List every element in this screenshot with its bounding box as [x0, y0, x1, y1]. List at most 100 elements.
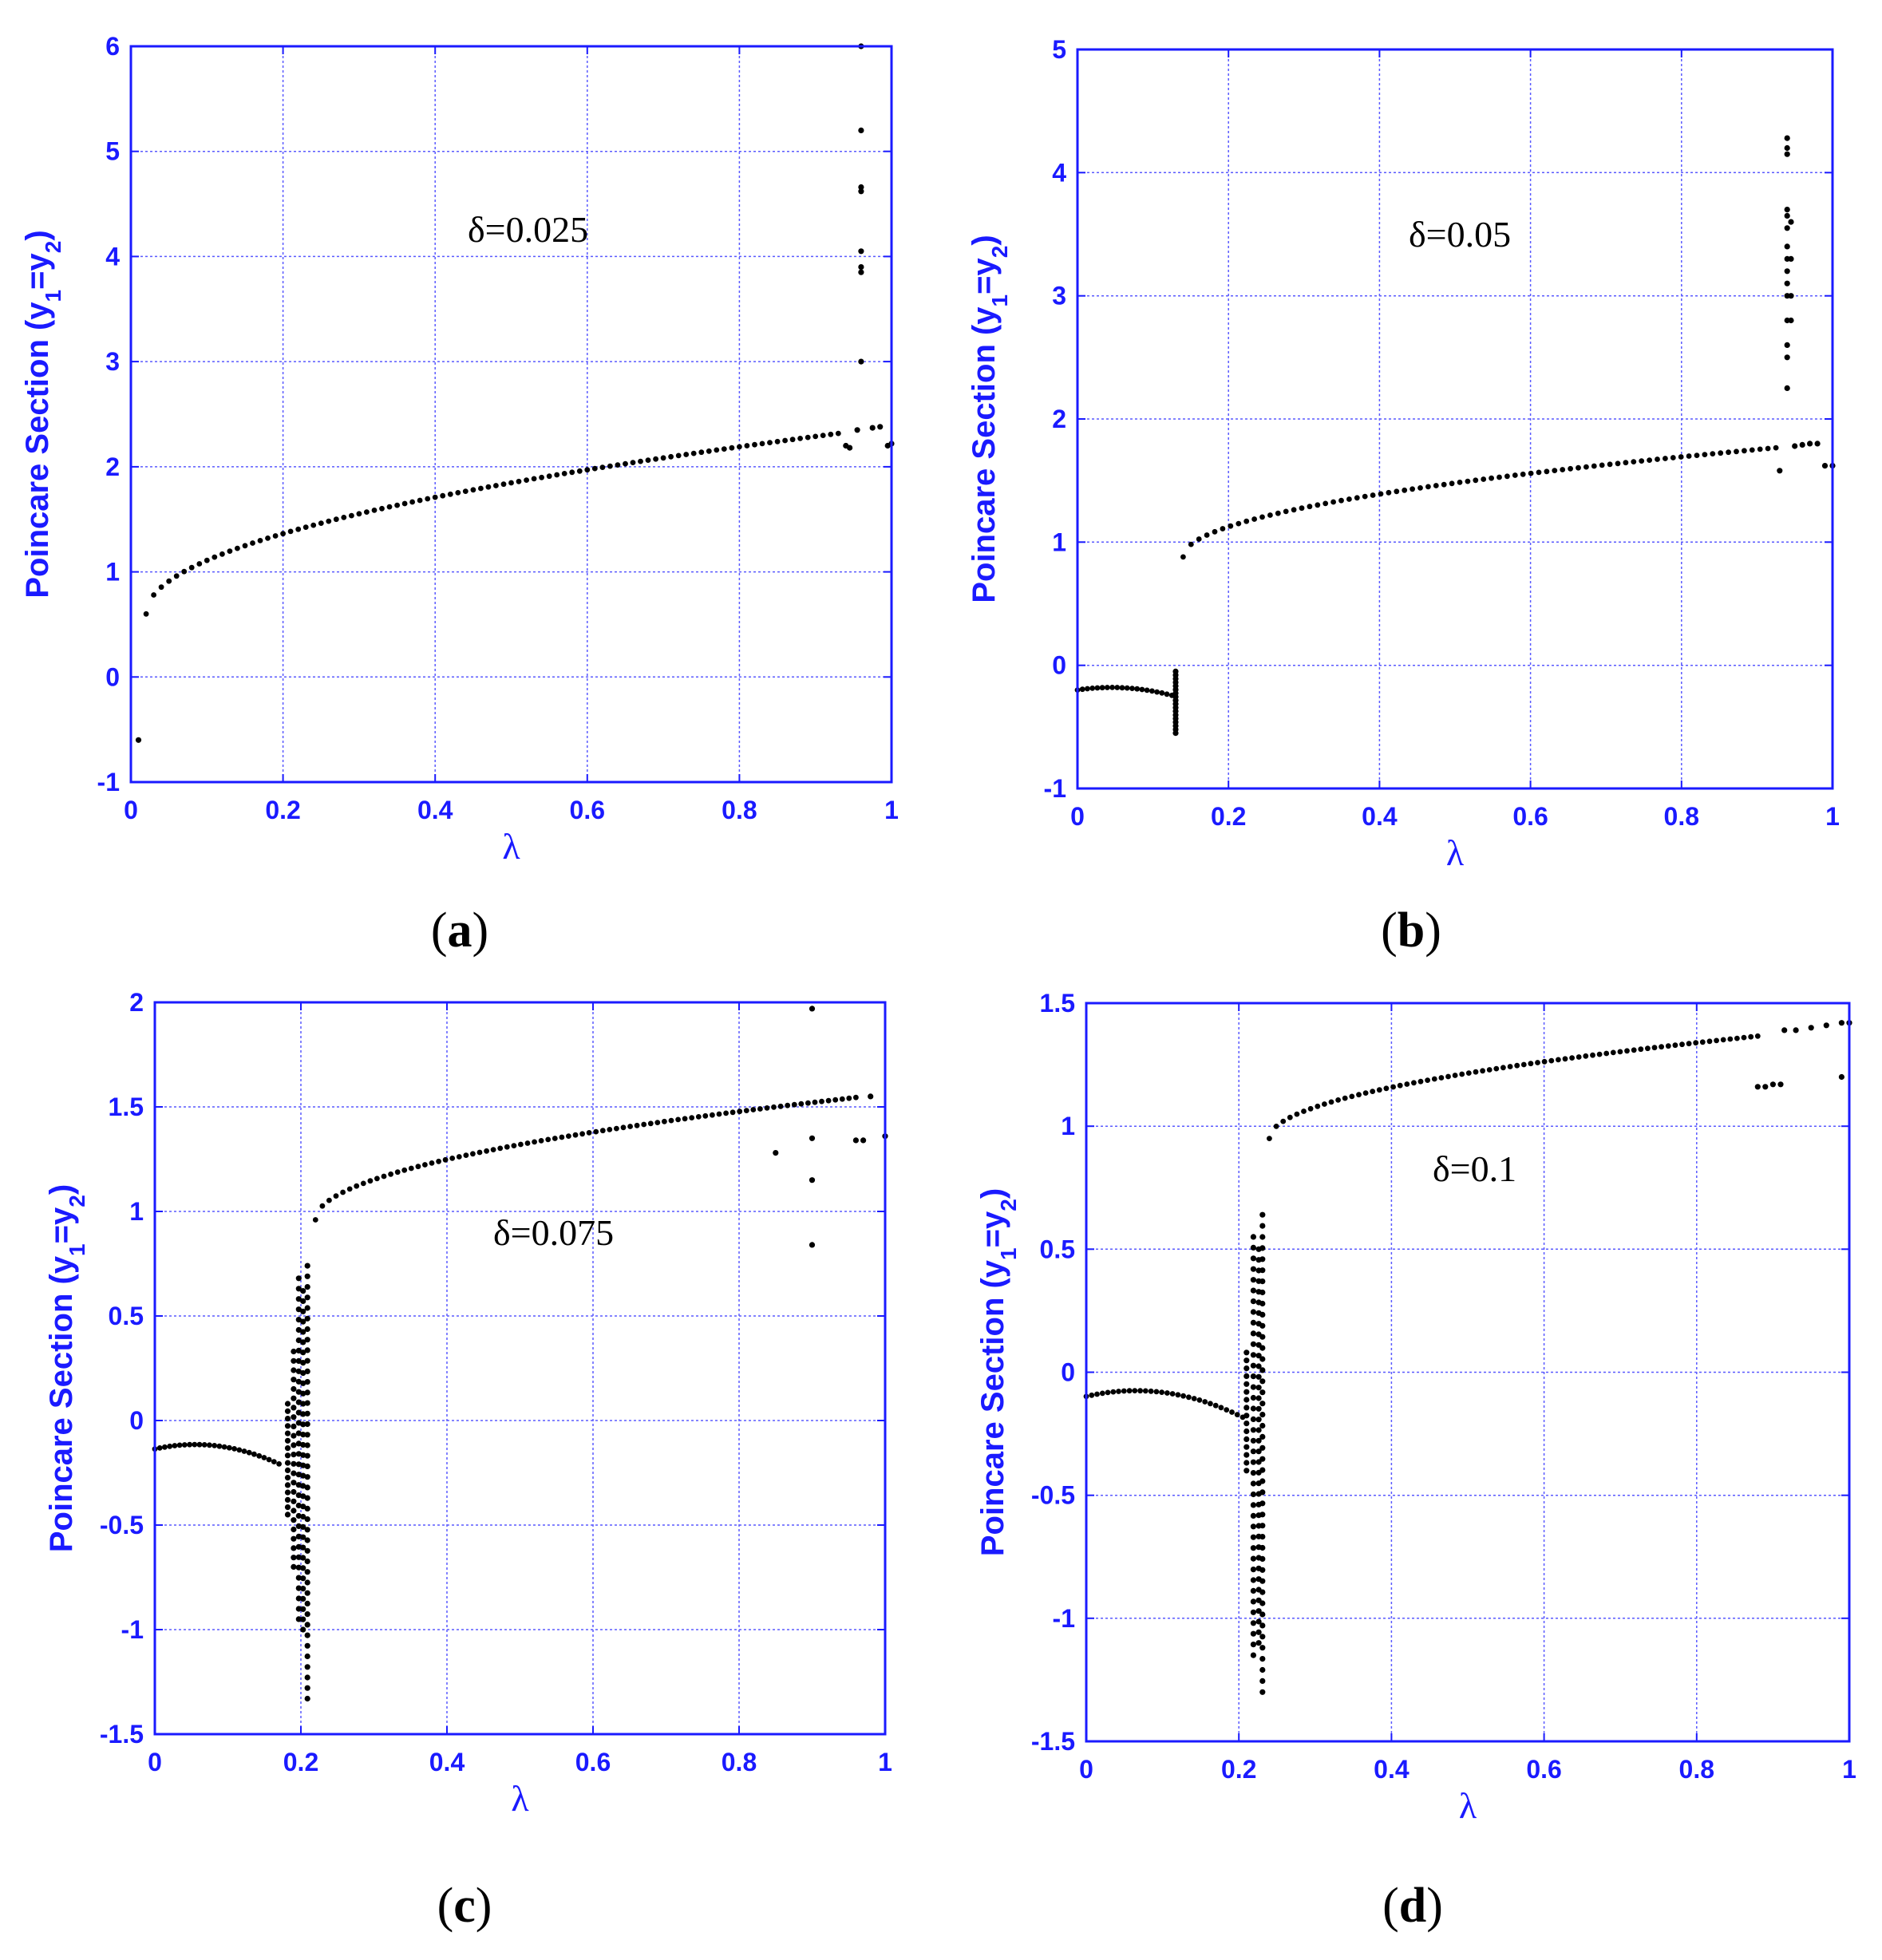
- panel-a-axes-frame: [129, 45, 893, 784]
- panel-d-chaotic-point: [1259, 1334, 1266, 1340]
- panel-c-data-point: [809, 1177, 816, 1184]
- panel-c-chaotic-point: [291, 1555, 297, 1561]
- panel-c-branch-point: [241, 1448, 247, 1454]
- panel-c-data-point: [809, 1242, 816, 1248]
- panel-a-branch-point: [744, 443, 750, 449]
- panel-c-branch-point: [805, 1100, 811, 1106]
- panel-c-chaotic-point: [295, 1461, 302, 1468]
- panel-d-branch-point: [1706, 1038, 1713, 1045]
- panel-d-chaotic-point: [1259, 1578, 1266, 1584]
- panel-a-branch-point: [462, 488, 469, 494]
- panel-a-branch-point: [820, 433, 826, 438]
- panel-c-chaotic-point: [284, 1460, 291, 1466]
- panel-a-branch-point: [554, 472, 560, 478]
- panel-d-branch-point: [1541, 1058, 1548, 1065]
- panel-c-chaotic-point: [295, 1472, 302, 1478]
- panel-c-branch-point: [566, 1133, 571, 1139]
- panel-b-ytick-label: 5: [1052, 35, 1066, 64]
- panel-d-branch-point: [1686, 1041, 1692, 1047]
- panel-c-branch-point: [689, 1115, 695, 1120]
- panel-a-branch-point: [188, 564, 195, 571]
- panel-d-chaotic-point: [1259, 1489, 1266, 1496]
- panel-d-chaotic-point: [1255, 1427, 1262, 1433]
- panel-c-chaotic-point: [300, 1421, 306, 1428]
- panel-c-branch-point: [518, 1141, 524, 1148]
- panel-b-ytick-label: 2: [1052, 405, 1066, 433]
- panel-c-chaotic-point: [300, 1390, 306, 1397]
- panel-d-branch-point: [1445, 1073, 1451, 1080]
- panel-a-branch-point: [242, 543, 248, 549]
- panel-a-branch-point: [531, 476, 537, 482]
- panel-a-branch-point: [623, 460, 628, 467]
- panel-b-branch-point: [1623, 460, 1629, 466]
- panel-d-branch-point: [1603, 1050, 1610, 1057]
- panel-d-chaotic-point: [1259, 1278, 1266, 1285]
- panel-d-chaotic-point: [1250, 1298, 1256, 1305]
- panel-b-branch-point: [1180, 554, 1186, 560]
- panel-a-branch-point: [767, 440, 773, 445]
- panel-d-branch-point: [1307, 1105, 1314, 1112]
- panel-c-chaotic-point: [304, 1474, 310, 1480]
- panel-c-delta-annotation: δ=0.075: [493, 1212, 614, 1253]
- panel-d-branch-point: [1280, 1118, 1287, 1124]
- panel-a-branch-point: [425, 496, 431, 502]
- panel-b-branch-point: [1410, 486, 1415, 492]
- panel-c-branch-point: [367, 1178, 374, 1184]
- panel-c-chaotic-point: [295, 1399, 302, 1405]
- panel-d-branch-point: [1425, 1077, 1430, 1083]
- panel-b-branch-point: [1504, 473, 1510, 480]
- panel-c-branch-point: [381, 1173, 387, 1180]
- panel-b-points: [1074, 135, 1836, 737]
- panel-b-branch-point: [1465, 478, 1471, 484]
- panel-c-branch-point: [654, 1120, 661, 1125]
- panel-c-branch-point: [764, 1105, 770, 1111]
- panel-d-chaotic-point: [1259, 1611, 1266, 1618]
- panel-d-chaotic-point: [1259, 1677, 1266, 1684]
- panel-c-chaotic-point: [300, 1504, 306, 1510]
- panel-d-chaotic-point: [1243, 1357, 1250, 1364]
- panel-c-chaotic-point: [304, 1695, 310, 1702]
- panel-c-branch-point: [176, 1442, 183, 1448]
- panel-c-ytick-label: 2: [129, 988, 144, 1017]
- panel-c-branch-point: [401, 1167, 408, 1173]
- panel-c-chaotic-point: [300, 1483, 306, 1489]
- panel-d-branch-point: [1659, 1044, 1665, 1050]
- panel-d-xtick-label: 0: [1079, 1755, 1093, 1784]
- panel-b-branch-point: [1489, 475, 1494, 481]
- panel-c-chaotic-point: [284, 1423, 291, 1429]
- panel-c-branch-point: [579, 1131, 585, 1137]
- panel-d-chaotic-point: [1255, 1417, 1262, 1423]
- panel-a-branch-point: [440, 492, 446, 499]
- panel-c-chaotic-point: [295, 1275, 302, 1282]
- panel-c-branch-point: [319, 1203, 326, 1209]
- panel-a-data-point: [869, 425, 876, 431]
- panel-b-branch-point: [1718, 450, 1724, 456]
- panel-a-branch-point: [409, 499, 415, 505]
- panel-c-chaotic-point: [295, 1326, 302, 1334]
- panel-c-chaotic-point: [291, 1432, 297, 1439]
- panel-c-branch-point: [463, 1152, 469, 1158]
- panel-c-chaotic-point: [300, 1544, 306, 1551]
- panel-b-branch-point: [1323, 500, 1329, 507]
- panel-b-branch-point: [1528, 470, 1534, 476]
- panel-b-caption: (b): [1381, 903, 1441, 958]
- panel-b-branch-point: [1473, 477, 1479, 484]
- panel-a-branch-point: [333, 516, 339, 523]
- panel-c-chaotic-point: [304, 1284, 310, 1290]
- panel-c-chaotic-point: [304, 1368, 310, 1374]
- panel-d-branch-point: [1164, 1390, 1170, 1396]
- panel-a-branch-point: [508, 480, 514, 486]
- panel-c-chaotic-point: [291, 1367, 297, 1373]
- panel-b-branch-point: [1378, 491, 1384, 497]
- panel-c-chaotic-point: [304, 1611, 310, 1618]
- panel-b-delta-annotation: δ=0.05: [1409, 214, 1511, 255]
- panel-d-branch-point: [1224, 1407, 1230, 1413]
- panel-d-chaotic-point: [1259, 1211, 1266, 1218]
- panel-c-chaotic-point: [295, 1451, 302, 1457]
- panel-a-branch-point: [470, 487, 476, 493]
- panel-a-branch-point: [813, 433, 819, 440]
- panel-d-branch-point: [1610, 1049, 1616, 1056]
- panel-b-data-point: [1784, 207, 1790, 213]
- panel-d-chaotic-point: [1259, 1666, 1266, 1674]
- panel-d-branch-point: [1234, 1412, 1240, 1417]
